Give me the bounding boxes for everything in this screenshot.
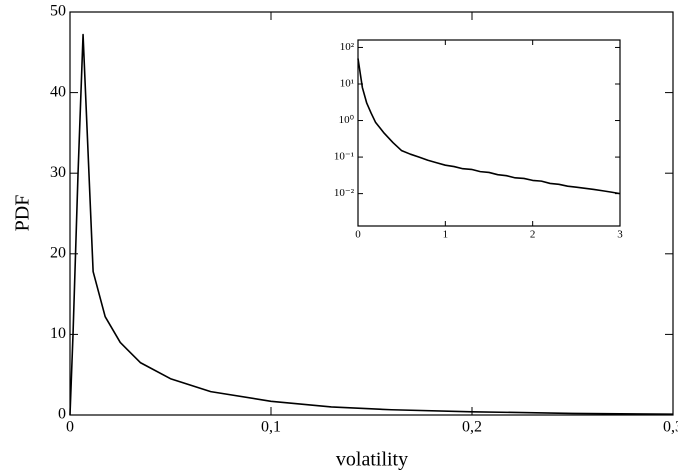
plot-frame <box>357 39 621 227</box>
data-line <box>69 33 674 416</box>
x-tick-label: 0,2 <box>462 418 482 435</box>
data-line <box>357 58 621 195</box>
y-tick-label: 10⁻² <box>334 187 355 199</box>
x-tick-label: 2 <box>530 228 536 240</box>
y-tick-label: 10² <box>340 41 355 53</box>
y-tick-label: 10⁰ <box>339 114 355 126</box>
y-axis-label: PDF <box>12 195 34 232</box>
y-tick-label: 10⁻¹ <box>334 151 354 163</box>
y-tick-label: 50 <box>50 3 66 20</box>
x-tick-label: 0,3 <box>663 418 678 435</box>
x-tick-label: 0 <box>355 228 361 240</box>
x-tick-label: 1 <box>443 228 449 240</box>
x-tick-label: 3 <box>617 228 623 240</box>
x-axis-label: volatility <box>336 449 408 471</box>
y-tick-label: 40 <box>50 83 66 100</box>
y-tick-label: 0 <box>58 406 66 423</box>
x-tick-label: 0,1 <box>261 418 281 435</box>
y-tick-label: 10¹ <box>340 78 354 90</box>
y-tick-label: 30 <box>50 164 66 181</box>
y-tick-label: 10 <box>50 325 66 342</box>
y-tick-label: 20 <box>50 244 66 261</box>
x-tick-label: 0 <box>66 418 74 435</box>
